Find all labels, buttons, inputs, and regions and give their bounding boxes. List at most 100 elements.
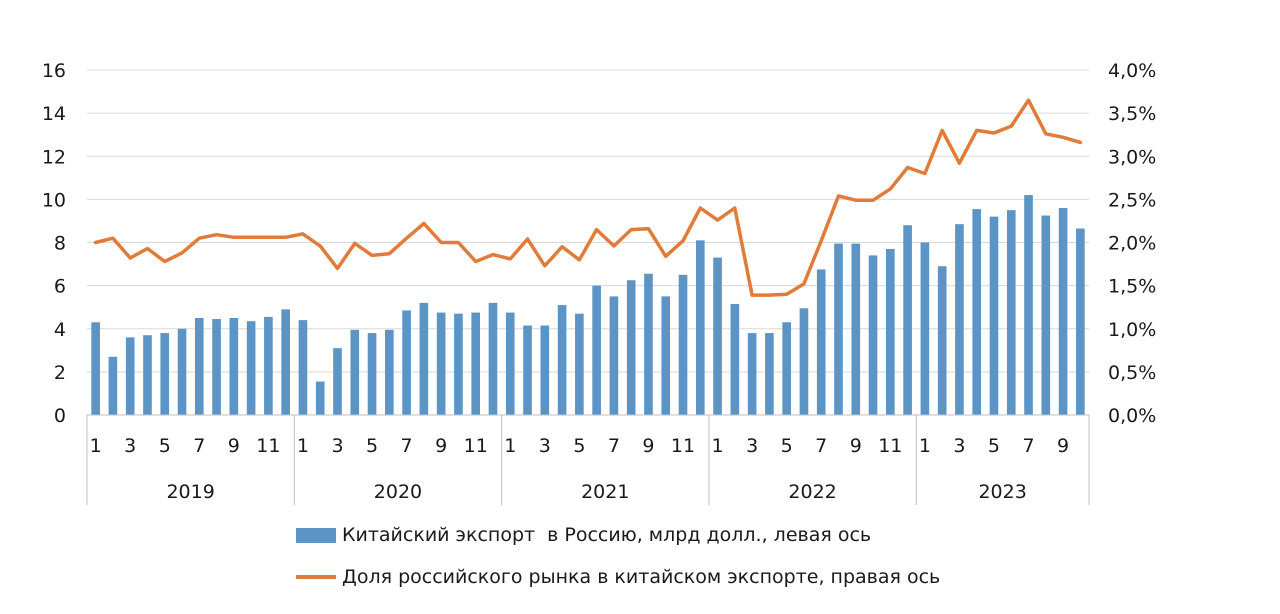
bar [385, 329, 394, 415]
bar [782, 322, 791, 415]
year-label: 2021 [581, 481, 629, 503]
bar [886, 248, 895, 415]
month-tick-label: 3 [953, 435, 965, 457]
legend-line-swatch [296, 575, 336, 579]
bar [609, 296, 619, 415]
bar [488, 302, 498, 415]
month-tick-label: 9 [1057, 435, 1069, 457]
right-tick-label: 1,0% [1108, 319, 1156, 341]
left-tick-label: 8 [54, 233, 66, 255]
bar [298, 320, 308, 415]
bar [851, 243, 861, 415]
month-tick-label: 3 [746, 435, 758, 457]
month-tick-label: 7 [193, 435, 205, 457]
left-tick-label: 14 [42, 103, 66, 125]
bar [626, 280, 636, 415]
month-tick-label: 7 [1022, 435, 1034, 457]
bar [1024, 195, 1033, 415]
bar [194, 317, 204, 415]
x-year-labels: 2019 2020 2021 2022 2023 [166, 481, 1026, 503]
month-tick-label: 1 [919, 435, 931, 457]
month-tick-label: 5 [781, 435, 793, 457]
month-tick-label: 7 [608, 435, 620, 457]
bar [816, 269, 826, 415]
month-tick-label: 11 [878, 435, 902, 457]
year-label: 2022 [788, 481, 836, 503]
bar [471, 312, 481, 415]
bar [955, 224, 964, 415]
legend-label-exports: Китайский экспорт в Россию, млрд долл., … [342, 524, 872, 546]
month-tick-label: 9 [642, 435, 654, 457]
year-label: 2020 [374, 481, 422, 503]
bar [937, 266, 947, 415]
right-tick-label: 2,5% [1108, 189, 1156, 211]
month-tick-label: 9 [228, 435, 240, 457]
bar [125, 337, 135, 415]
bar [177, 328, 187, 415]
month-tick-label: 5 [366, 435, 378, 457]
bar [523, 325, 532, 415]
bar [868, 255, 878, 415]
month-tick-label: 7 [815, 435, 827, 457]
bar [644, 273, 653, 415]
bar [367, 333, 377, 415]
bar [143, 335, 152, 415]
bar [1058, 208, 1068, 415]
legend-item-share: Доля российского рынка в китайском экспо… [296, 566, 940, 588]
left-tick-label: 6 [54, 276, 66, 298]
bar [91, 322, 100, 415]
month-tick-label: 11 [671, 435, 695, 457]
year-label: 2019 [166, 481, 214, 503]
bar [454, 313, 463, 415]
bar [799, 308, 809, 415]
bar [747, 333, 757, 415]
legend-bar-swatch [296, 527, 336, 543]
month-tick-label: 9 [850, 435, 862, 457]
bar [264, 316, 273, 415]
month-tick-label: 5 [159, 435, 171, 457]
bar [1076, 228, 1085, 415]
legend-item-exports: Китайский экспорт в Россию, млрд долл., … [296, 524, 871, 546]
left-y-axis-labels: 0 2 4 6 8 10 12 14 16 [42, 60, 66, 427]
bar [765, 333, 774, 415]
bar [557, 305, 567, 415]
legend-label-share: Доля российского рынка в китайском экспо… [342, 566, 941, 588]
right-y-axis-labels: 0,0% 0,5% 1,0% 1,5% 2,0% 2,5% 3,0% 3,5% 4,0% [1108, 60, 1156, 427]
right-tick-label: 3,0% [1108, 146, 1156, 168]
x-month-labels: 1 3 5 7 9 11 1 3 5 7 9 11 1 3 5 7 9 11 1 3 5 7 9 11 1 3 5 7 9 [90, 435, 1070, 457]
month-tick-label: 1 [712, 435, 724, 457]
right-tick-label: 2,0% [1108, 233, 1156, 255]
bar [419, 302, 429, 415]
left-tick-label: 2 [54, 362, 66, 384]
bar [592, 285, 601, 415]
bar [540, 325, 550, 415]
bar [1041, 215, 1051, 415]
month-tick-label: 1 [504, 435, 516, 457]
bar [160, 333, 170, 415]
x-axis [86, 414, 1090, 505]
share-line [93, 98, 1083, 297]
bar [229, 317, 239, 415]
right-tick-label: 3,5% [1108, 103, 1156, 125]
bar [212, 319, 221, 415]
left-tick-label: 16 [42, 60, 66, 82]
bar [281, 309, 290, 415]
share-line-series [93, 98, 1083, 297]
month-tick-label: 9 [435, 435, 447, 457]
bars-series [91, 195, 1085, 415]
bar [834, 243, 843, 415]
month-tick-label: 1 [90, 435, 102, 457]
month-tick-label: 5 [573, 435, 585, 457]
bar [108, 356, 118, 415]
right-tick-label: 4,0% [1108, 60, 1156, 82]
month-tick-label: 7 [401, 435, 413, 457]
bar [903, 225, 912, 415]
right-tick-label: 0,0% [1108, 405, 1156, 427]
bar [661, 296, 671, 415]
bar [972, 209, 982, 415]
bar [678, 274, 688, 415]
bar [713, 257, 722, 415]
month-tick-label: 3 [124, 435, 136, 457]
bar [575, 313, 584, 415]
